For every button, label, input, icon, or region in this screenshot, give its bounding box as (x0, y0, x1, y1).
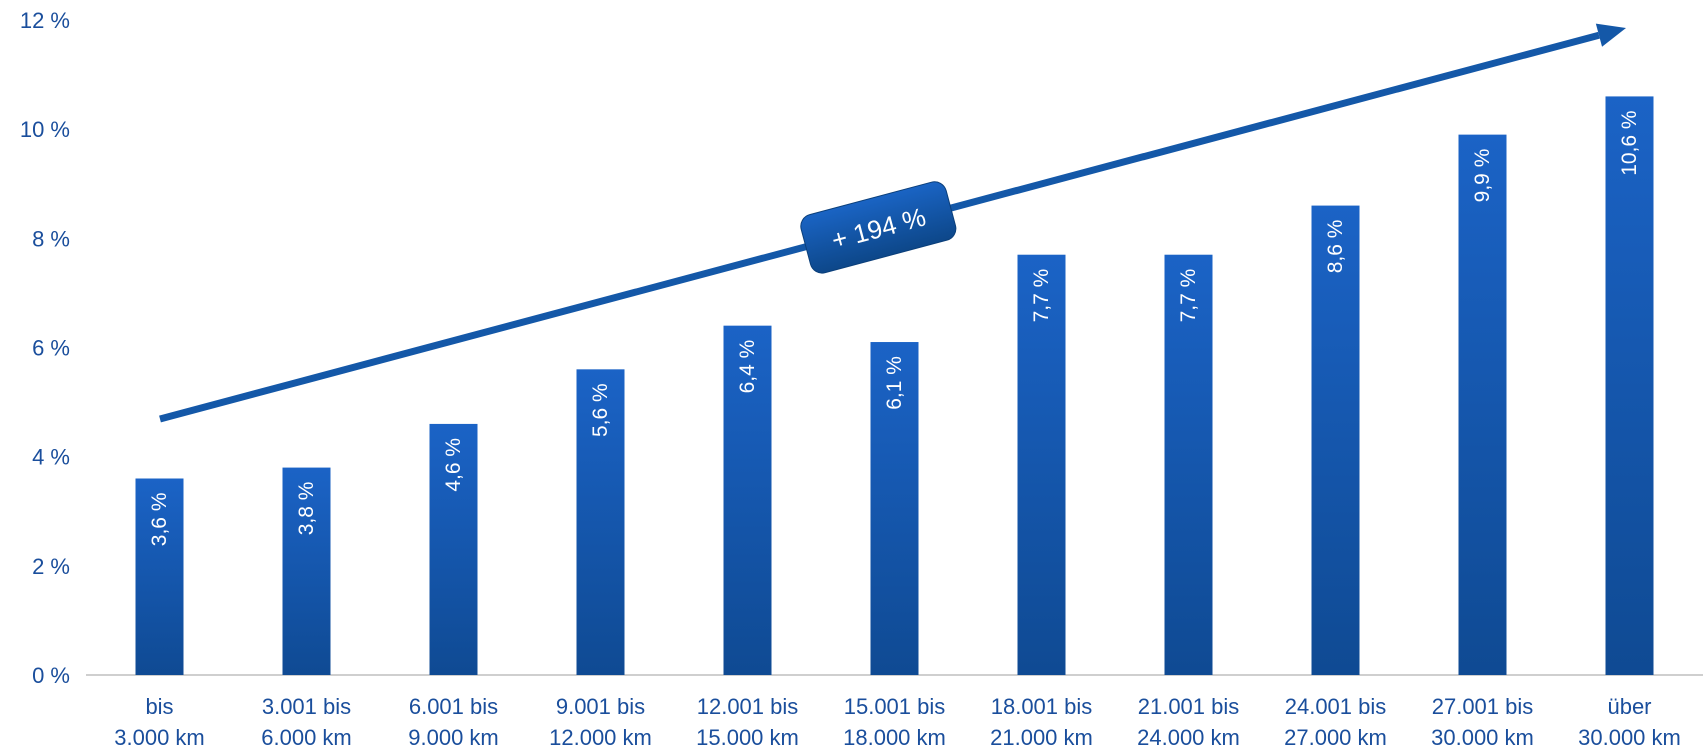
category-label: 30.000 km (1431, 725, 1534, 749)
bar (870, 342, 919, 675)
data-label: 6,1 % (883, 356, 906, 410)
y-tick-label: 10 % (20, 117, 70, 142)
category-label: 3.001 bis (262, 694, 351, 719)
data-label: 8,6 % (1324, 220, 1347, 274)
category-label: 9.001 bis (556, 694, 645, 719)
category-label: 6.001 bis (409, 694, 498, 719)
category-label: 21.000 km (990, 725, 1093, 749)
category-label: über (1607, 694, 1651, 719)
category-label: 12.001 bis (697, 694, 799, 719)
bar (135, 478, 184, 675)
bar (723, 325, 772, 675)
y-tick-label: 4 % (32, 445, 70, 470)
bar (1311, 205, 1360, 676)
bar (576, 369, 625, 675)
data-label: 3,8 % (295, 482, 318, 536)
bar (282, 467, 331, 675)
y-axis: 0 % 2 % 4 % 6 % 8 % 10 % 12 % (20, 8, 1703, 688)
bar (1017, 254, 1066, 676)
trend-arrow-head (1595, 23, 1626, 47)
category-label: 27.000 km (1284, 725, 1387, 749)
data-label: 5,6 % (589, 383, 612, 437)
category-label: 21.001 bis (1138, 694, 1240, 719)
category-label: 27.001 bis (1432, 694, 1534, 719)
bars: 3,6 % 3,8 % 4,6 % 5,6 % 6,4 % 6,1 % 7,7 % 7,7 %… (135, 96, 1654, 676)
category-label: 6.000 km (261, 725, 352, 749)
category-label: 15.000 km (696, 725, 799, 749)
y-tick-label: 6 % (32, 336, 70, 361)
category-label: 30.000 km (1578, 725, 1681, 749)
category-label: bis (145, 694, 173, 719)
category-label: 18.000 km (843, 725, 946, 749)
y-tick-label: 12 % (20, 8, 70, 33)
trend-arrow-group: + 194 % (159, 23, 1626, 423)
category-label: 9.000 km (408, 725, 499, 749)
category-label: 18.001 bis (991, 694, 1093, 719)
category-label: 12.000 km (549, 725, 652, 749)
y-tick-label: 8 % (32, 226, 70, 251)
category-label: 24.001 bis (1285, 694, 1387, 719)
data-label: 6,4 % (736, 340, 759, 394)
data-label: 3,6 % (148, 493, 171, 547)
data-label: 10,6 % (1618, 110, 1641, 175)
y-tick-label: 2 % (32, 554, 70, 579)
data-label: 9,9 % (1471, 149, 1494, 203)
category-label: 24.000 km (1137, 725, 1240, 749)
bar (429, 423, 478, 675)
data-label: 7,7 % (1177, 269, 1200, 323)
category-label: 15.001 bis (844, 694, 946, 719)
y-tick-label: 0 % (32, 663, 70, 688)
bar (1605, 96, 1654, 675)
bar (1164, 254, 1213, 676)
category-labels: bis 3.000 km 3.001 bis 6.000 km 6.001 bis 9.0… (114, 694, 1681, 749)
data-label: 7,7 % (1030, 269, 1053, 323)
bar (1458, 134, 1507, 675)
trend-badge: + 194 % (800, 181, 957, 274)
category-label: 3.000 km (114, 725, 205, 749)
data-label: 4,6 % (442, 438, 465, 492)
trend-badge-box (800, 181, 957, 274)
